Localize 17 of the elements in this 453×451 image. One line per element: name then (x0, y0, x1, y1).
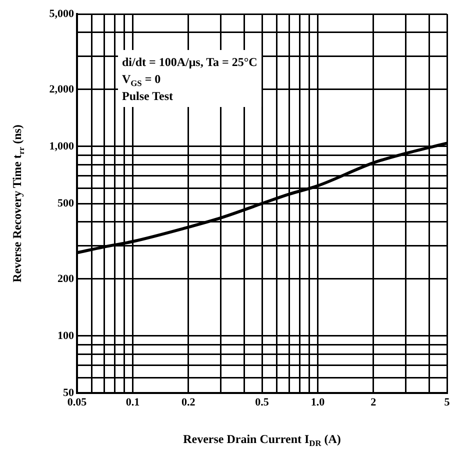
y-tick-label: 50 (63, 386, 74, 399)
x-tick-label: 1.0 (310, 396, 326, 408)
y-tick-label: 100 (58, 330, 74, 342)
y-axis-title: Reverse Recovery Time trr (ns) (10, 124, 26, 282)
y-tick-label: 5,000 (49, 8, 74, 20)
y-tick-label: 200 (58, 272, 74, 285)
y-tick-label: 1,000 (49, 140, 74, 152)
x-tick-label: 0.2 (182, 396, 196, 408)
y-tick-label: 2,000 (49, 83, 74, 96)
y-tick-label: 500 (58, 197, 74, 210)
x-tick-label: 0.05 (67, 396, 88, 408)
x-tick-label: 5 (444, 396, 450, 408)
annotation: di/dt = 100A/μs, Ta = 25°C (122, 55, 258, 69)
annotation: Pulse Test (122, 89, 174, 103)
x-tick-label: 2 (370, 396, 377, 408)
x-tick-label: 0.1 (126, 396, 140, 408)
x-tick-label: 0.5 (255, 396, 270, 408)
